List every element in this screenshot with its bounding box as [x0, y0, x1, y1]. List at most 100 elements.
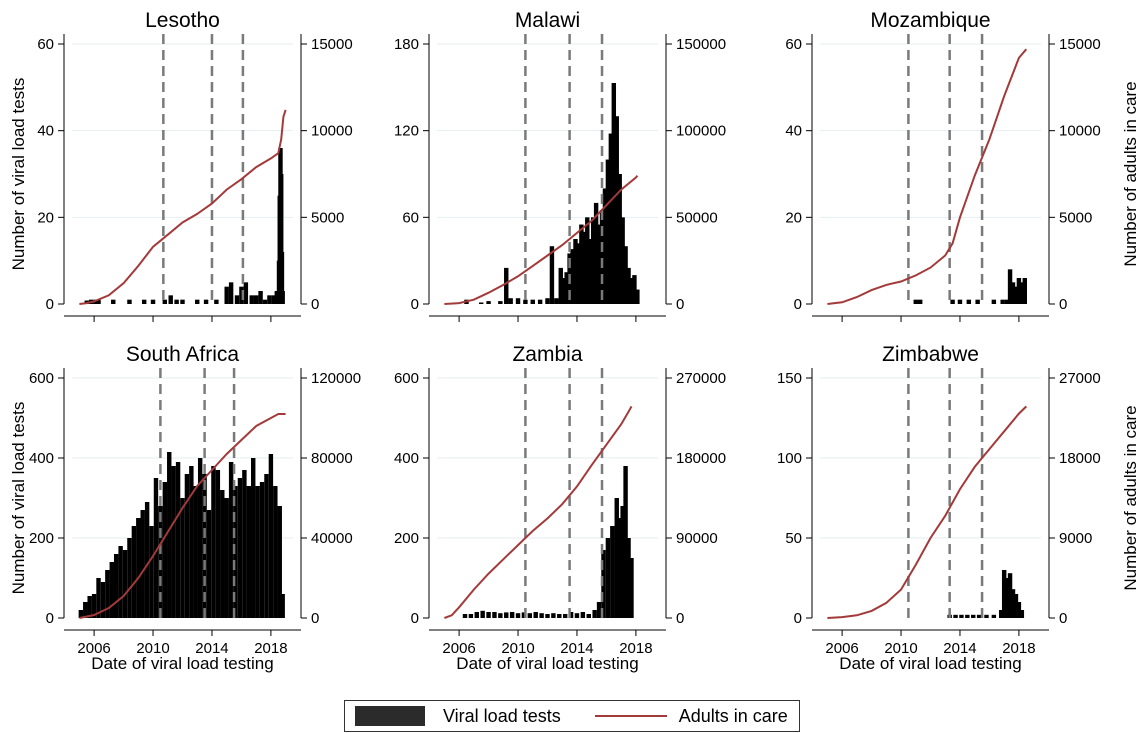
line-adults-in-care	[827, 48, 1028, 305]
bar-viral-load-tests	[537, 299, 543, 304]
bar-viral-load-tests	[203, 299, 209, 304]
bar-viral-load-tests	[950, 299, 955, 304]
bar-viral-load-tests	[211, 466, 216, 618]
x-tick-label: 2018	[1002, 640, 1035, 657]
y2-tick-label: 0	[311, 610, 319, 627]
bar-viral-load-tests	[1022, 278, 1028, 304]
bar-viral-load-tests	[523, 299, 528, 304]
bar-viral-load-tests	[917, 299, 923, 304]
bar-viral-load-tests	[195, 299, 200, 304]
y-tick-label: 60	[402, 209, 419, 226]
y2-tick-label: 10000	[1059, 123, 1101, 140]
y2-tick-label: 10000	[311, 123, 353, 140]
bar-viral-load-tests	[1000, 299, 1005, 304]
y-tick-label: 0	[46, 296, 54, 313]
panel-south-africa: 0 200 400 600 0 40000 80000 120000 2006 2010 2014 2…	[9, 343, 361, 673]
bar-viral-load-tests	[599, 210, 605, 304]
bar-viral-load-tests	[118, 546, 123, 618]
y-tick-label: 600	[394, 370, 419, 387]
bar-viral-load-tests	[264, 474, 269, 618]
bar-viral-load-tests	[515, 613, 521, 618]
bar-viral-load-tests	[617, 174, 622, 304]
y-axis-label: Number of viral load tests	[9, 78, 28, 271]
bar-viral-load-tests	[468, 614, 474, 618]
bar-viral-load-tests	[197, 458, 203, 618]
panel-title: Zimbabwe	[882, 343, 979, 366]
bar-viral-load-tests	[527, 613, 533, 618]
y-tick-label: 600	[29, 370, 54, 387]
bar-viral-load-tests	[162, 482, 168, 618]
bar-viral-load-tests	[1007, 573, 1013, 618]
y-tick-label: 0	[46, 610, 54, 627]
x-tick-label: 2018	[619, 640, 652, 657]
bar-viral-load-tests	[184, 474, 190, 618]
bar-viral-load-tests	[140, 510, 145, 618]
bar-viral-load-tests	[602, 188, 608, 304]
y-tick-label: 100	[777, 450, 802, 467]
bar-viral-load-tests	[96, 299, 101, 304]
bar-viral-load-tests	[601, 550, 606, 618]
bar-viral-load-tests	[570, 249, 575, 304]
bar-viral-load-tests	[277, 506, 282, 618]
bar-viral-load-tests	[626, 538, 631, 618]
bar-viral-load-tests	[611, 83, 617, 304]
bar-viral-load-tests	[549, 246, 555, 304]
bar-viral-load-tests	[605, 159, 611, 304]
bar-viral-load-tests	[554, 298, 559, 304]
bar-viral-load-tests	[150, 299, 156, 304]
line-adults-in-care	[827, 405, 1027, 619]
bar-viral-load-tests	[521, 612, 527, 618]
bar-viral-load-tests	[498, 301, 503, 304]
bar-viral-load-tests	[562, 614, 568, 618]
bar-viral-load-tests	[486, 301, 491, 304]
y-tick-label: 50	[785, 530, 802, 547]
y2-tick-label: 80000	[311, 450, 353, 467]
bar-viral-load-tests	[83, 602, 88, 618]
bar-viral-load-tests	[239, 286, 244, 304]
bar-viral-load-tests	[1007, 269, 1013, 304]
bar-viral-load-tests	[545, 614, 550, 618]
x-tick-label: 2010	[884, 640, 917, 657]
bar-viral-load-tests	[224, 286, 229, 304]
bar-viral-load-tests	[228, 282, 234, 304]
panel-title: South Africa	[126, 343, 240, 366]
bar-viral-load-tests	[234, 295, 240, 304]
bar-viral-load-tests	[504, 612, 509, 618]
legend-label-viral-load-tests: Viral load tests	[443, 705, 561, 726]
y2-tick-label: 0	[676, 610, 684, 627]
y2-tick-label: 0	[676, 296, 684, 313]
y-tick-label: 200	[29, 530, 54, 547]
bar-viral-load-tests	[530, 299, 535, 304]
bar-viral-load-tests	[1013, 594, 1019, 618]
x-tick-label: 2014	[195, 640, 228, 657]
bar-viral-load-tests	[131, 526, 137, 618]
bar-viral-load-tests	[533, 612, 538, 618]
bar-viral-load-tests	[253, 295, 259, 304]
bar-viral-load-tests	[492, 612, 497, 618]
y-tick-label: 0	[794, 610, 802, 627]
bar-viral-load-tests	[279, 252, 285, 304]
y2-tick-label: 100000	[676, 123, 726, 140]
panel-zimbabwe: 0 50 100 150 0 9000 18000 27000 2006 2010 2014 2018…	[777, 343, 1140, 673]
bar-viral-load-tests	[215, 470, 221, 618]
y2-axis-label: Number of adults in care	[1121, 405, 1140, 590]
bar-viral-load-tests	[167, 452, 172, 618]
bar-viral-load-tests	[984, 614, 989, 618]
bar-viral-load-tests	[206, 510, 212, 618]
bar-viral-load-tests	[189, 466, 194, 618]
x-axis-label: Date of viral load testing	[91, 654, 273, 673]
bar-viral-load-tests	[91, 594, 97, 618]
bar-viral-load-tests	[228, 462, 234, 618]
bar-viral-load-tests	[574, 613, 580, 618]
y2-tick-label: 0	[311, 296, 319, 313]
x-tick-label: 2010	[501, 640, 534, 657]
bar-viral-load-tests	[113, 554, 119, 618]
bar-viral-load-tests	[635, 289, 640, 304]
bar-viral-load-tests	[273, 486, 278, 618]
bar-viral-load-tests	[614, 116, 619, 304]
bar-viral-load-tests	[474, 612, 479, 618]
y2-tick-label: 5000	[311, 209, 344, 226]
y2-tick-label: 90000	[676, 530, 718, 547]
bar-viral-load-tests	[590, 217, 596, 304]
bar-viral-load-tests	[109, 562, 114, 618]
